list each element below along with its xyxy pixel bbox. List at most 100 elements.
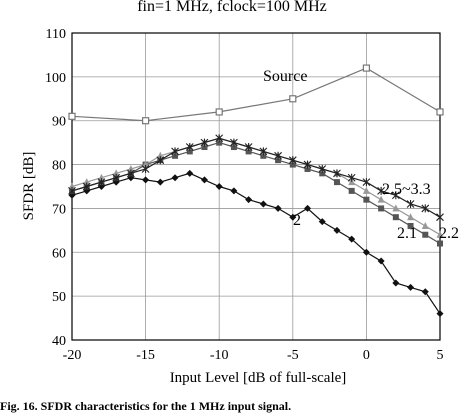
data-point — [288, 156, 297, 165]
y-axis-title: SFDR [dB] — [21, 152, 37, 221]
data-point — [185, 143, 194, 152]
data-point — [156, 151, 164, 159]
data-point — [392, 204, 400, 212]
data-point — [68, 186, 76, 195]
x-tick-label: -5 — [287, 348, 299, 363]
y-tick-label: 60 — [52, 246, 66, 261]
data-point — [230, 144, 237, 151]
data-point — [142, 160, 150, 168]
x-tick-label: -10 — [210, 348, 229, 363]
data-point — [275, 157, 282, 164]
data-point — [421, 204, 430, 213]
data-point — [289, 95, 297, 103]
x-axis-title: Input Level [dB of full-scale] — [170, 370, 347, 386]
series-0 — [68, 64, 444, 125]
data-point — [407, 213, 415, 221]
data-point — [68, 112, 76, 120]
figure-caption: Fig. 16. SFDR characteristics for the 1 … — [0, 399, 291, 413]
data-point — [333, 226, 341, 234]
y-tick-label: 100 — [45, 71, 66, 86]
data-point — [200, 138, 209, 147]
data-point — [348, 187, 355, 194]
data-point — [333, 169, 341, 178]
data-point — [245, 196, 253, 204]
data-point — [142, 176, 150, 184]
data-point — [82, 182, 91, 191]
data-point — [436, 310, 444, 318]
data-point — [303, 160, 312, 169]
data-point — [215, 183, 223, 190]
data-point — [319, 170, 326, 177]
data-point — [362, 178, 371, 187]
data-point — [422, 231, 429, 238]
data-point — [304, 165, 311, 172]
data-point — [318, 218, 326, 226]
annotation-source: Source — [263, 68, 307, 85]
x-tick-label: -15 — [136, 348, 155, 363]
annotation-2-2: 2.2 — [439, 225, 459, 242]
data-point — [391, 191, 400, 200]
data-point — [68, 182, 76, 190]
data-point — [406, 200, 415, 209]
data-point — [378, 205, 385, 212]
data-point — [216, 139, 223, 146]
data-point — [230, 187, 238, 195]
data-point — [274, 204, 282, 212]
data-point — [377, 186, 386, 195]
data-point — [112, 173, 121, 182]
data-point — [97, 178, 106, 187]
data-point — [274, 151, 282, 160]
annotation-2: 2 — [293, 212, 301, 229]
data-point — [171, 147, 179, 156]
chart-title: fin=1 MHz, fclock=100 MHz — [137, 0, 327, 15]
data-point — [244, 143, 253, 152]
data-point — [172, 152, 179, 159]
data-point — [436, 230, 444, 238]
data-point — [230, 138, 238, 147]
data-point — [260, 152, 267, 159]
x-tick-label: 5 — [437, 348, 444, 363]
y-tick-label: 110 — [46, 27, 66, 42]
data-point — [377, 257, 385, 265]
data-point — [97, 173, 105, 181]
annotation-2-5-3-3: 2.5~3.3 — [382, 181, 431, 198]
data-point — [215, 134, 224, 143]
y-tick-label: 40 — [52, 334, 66, 349]
data-point — [392, 214, 399, 221]
data-point — [156, 156, 165, 165]
data-point — [392, 279, 400, 287]
data-point — [83, 178, 91, 186]
y-tick-label: 70 — [52, 202, 66, 217]
data-point — [126, 169, 135, 178]
series-line — [71, 67, 441, 122]
series-lines — [68, 64, 444, 318]
data-point — [421, 288, 429, 296]
data-point — [259, 147, 268, 156]
data-point — [407, 283, 415, 291]
data-point — [437, 240, 443, 247]
data-point — [362, 248, 370, 256]
y-tick-label: 50 — [52, 290, 66, 305]
data-point — [333, 179, 340, 186]
data-point — [362, 186, 370, 194]
data-point — [112, 169, 120, 177]
data-point — [421, 221, 429, 229]
data-point — [318, 164, 327, 173]
data-point — [407, 222, 414, 229]
y-tick-label: 90 — [52, 115, 66, 130]
x-tick-label: -20 — [63, 348, 82, 363]
data-point — [171, 174, 179, 182]
data-point — [436, 213, 444, 222]
data-point — [156, 178, 164, 186]
data-point — [348, 235, 356, 243]
data-point — [200, 176, 208, 184]
data-point — [304, 204, 312, 212]
data-point — [127, 164, 135, 172]
data-point — [201, 144, 208, 151]
data-point — [259, 200, 267, 208]
series-4 — [68, 134, 444, 222]
data-point — [245, 148, 252, 155]
data-point — [436, 108, 444, 116]
data-point — [289, 213, 297, 221]
y-tick-label: 80 — [52, 159, 66, 174]
